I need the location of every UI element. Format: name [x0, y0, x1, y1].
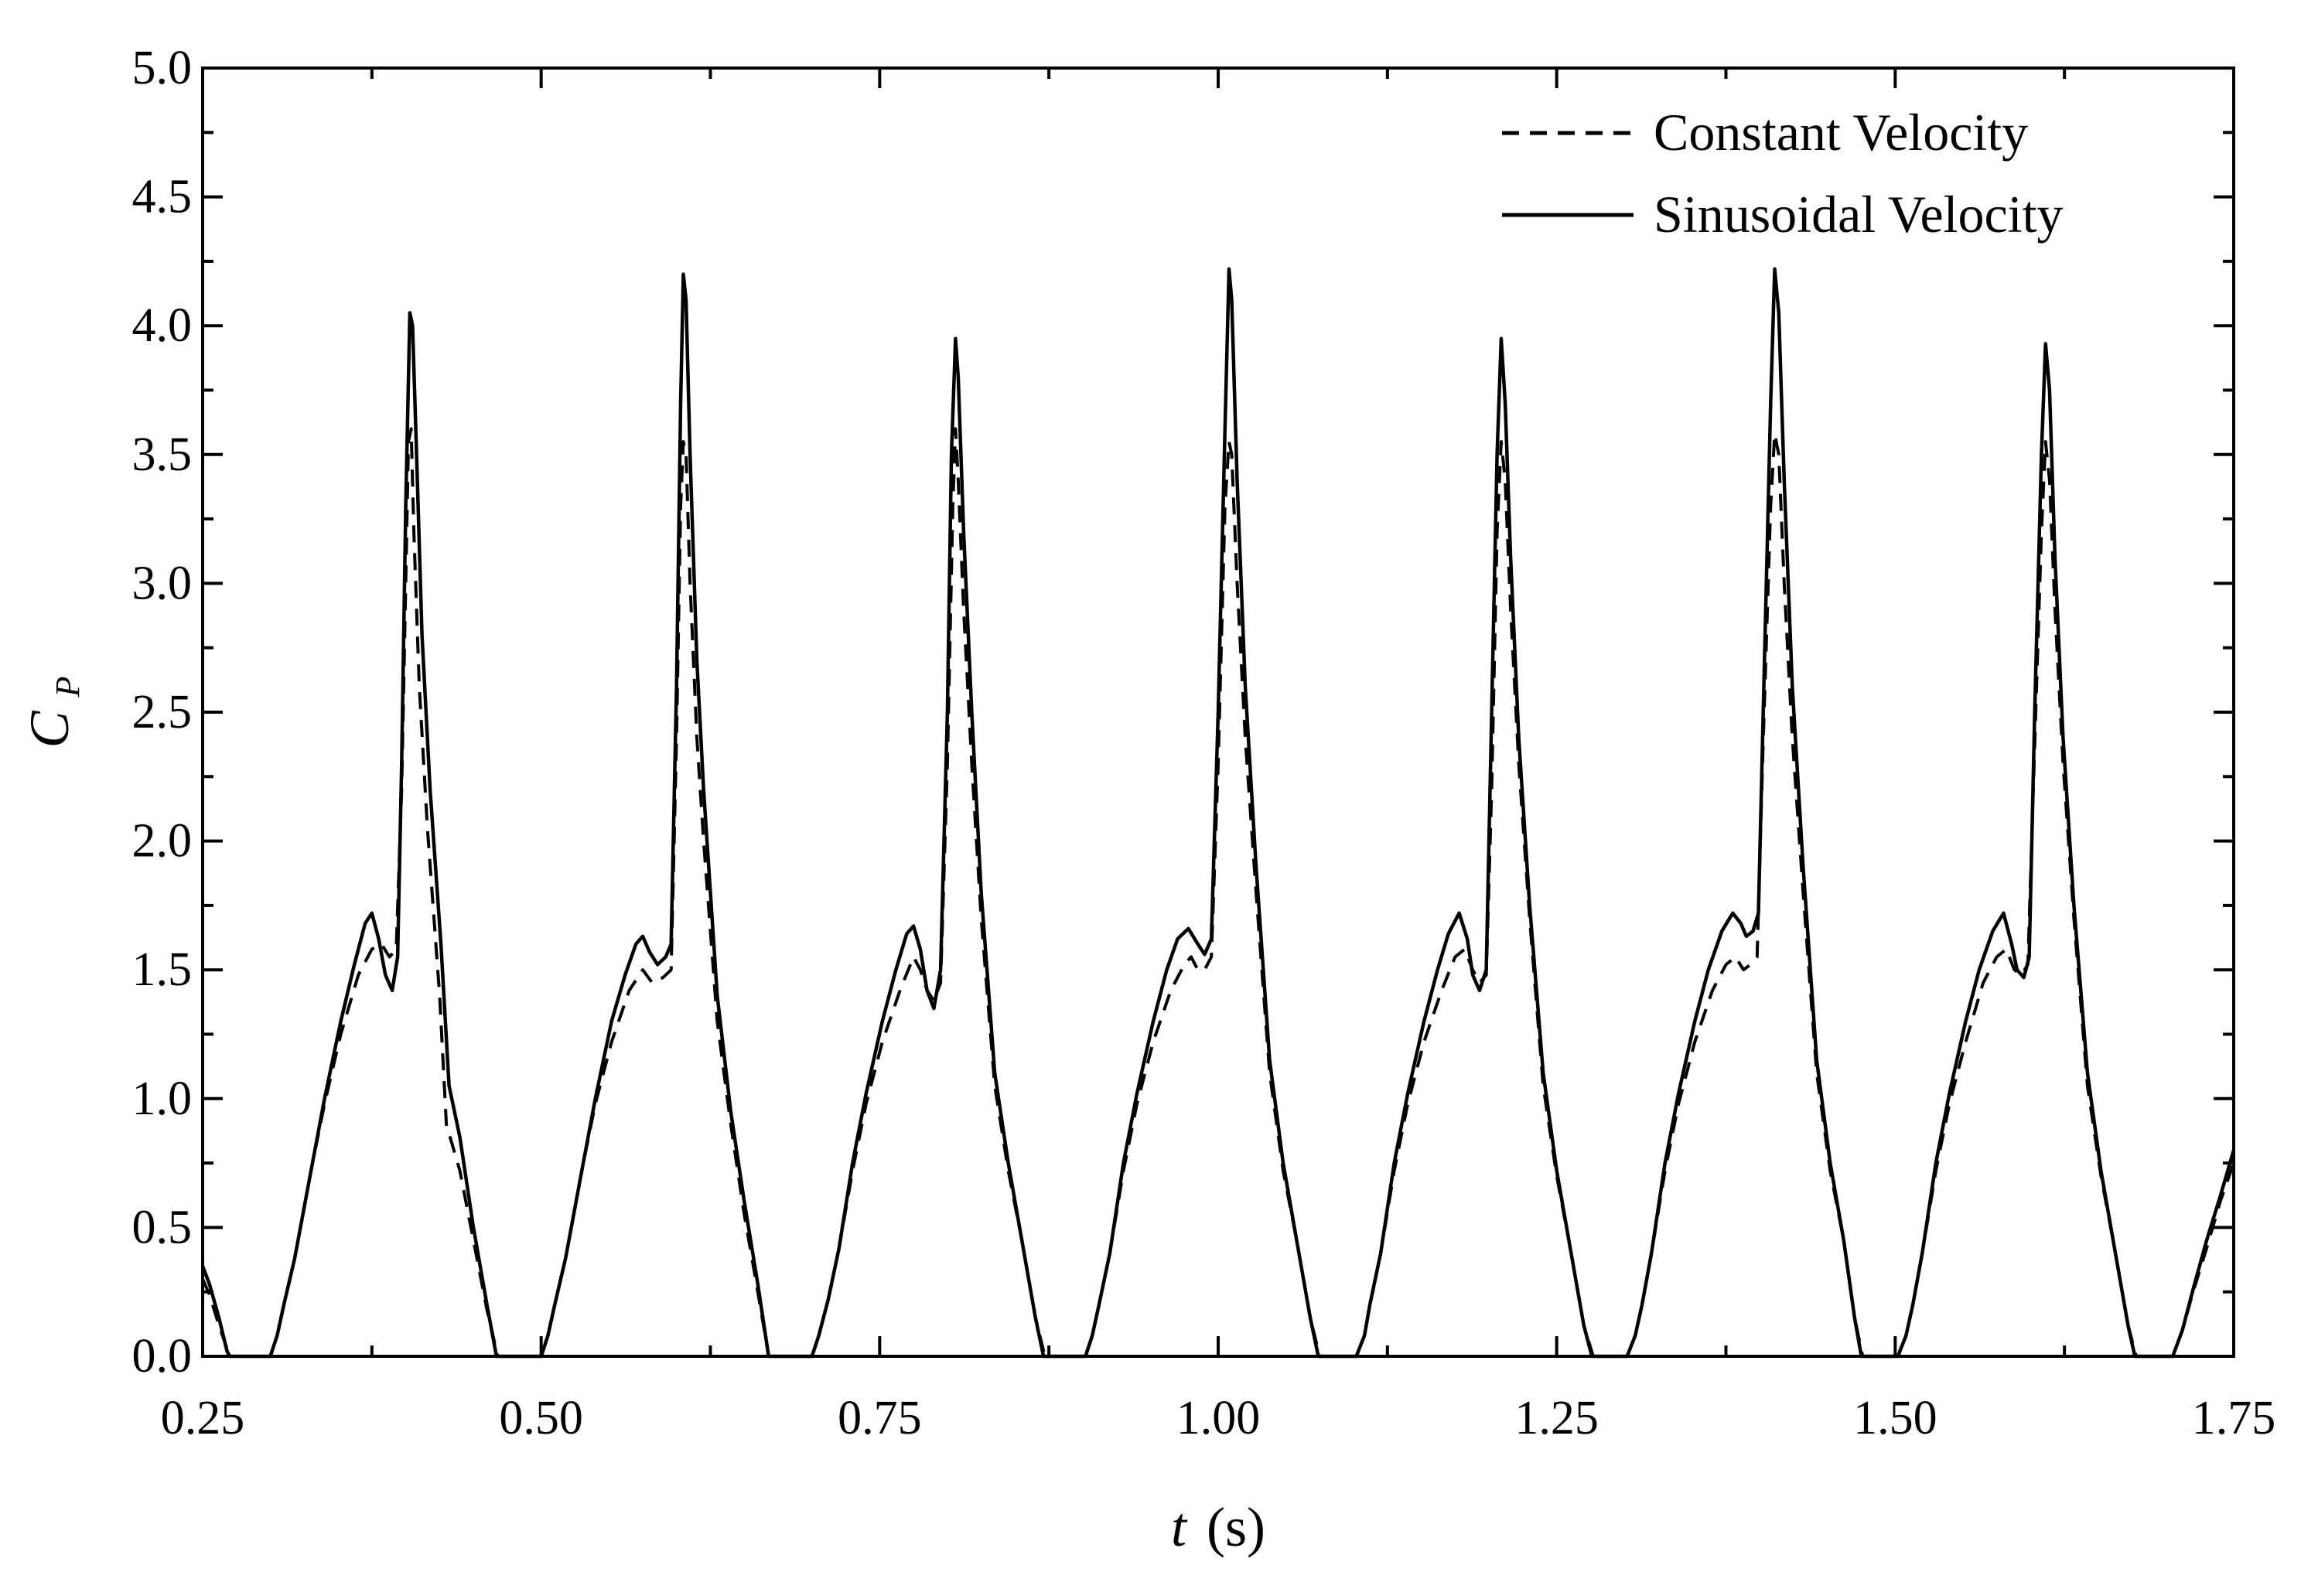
series-group: [200, 267, 2236, 1359]
y-axis-title-sub: P: [49, 677, 87, 698]
legend: Constant Velocity Sinusoidal Velocity: [1502, 103, 2064, 244]
x-tick-label: 1.25: [1514, 1392, 1599, 1444]
y-tick-label: 1.5: [132, 943, 193, 996]
y-tick-label: 1.0: [132, 1073, 193, 1125]
y-tick-label: 4.0: [132, 299, 193, 352]
x-tick-label: 1.00: [1176, 1392, 1261, 1444]
legend-label-constant-velocity: Constant Velocity: [1654, 103, 2028, 162]
y-axis-title-main: C: [19, 710, 80, 748]
y-axis-title-text: C P: [19, 677, 87, 749]
series-line-sinusoidal-velocity: [200, 267, 2236, 1359]
y-tick-label: 0.0: [132, 1330, 193, 1383]
legend-label-sinusoidal-velocity: Sinusoidal Velocity: [1654, 185, 2064, 244]
x-tick-label: 0.75: [838, 1392, 922, 1444]
y-tick-label: 3.5: [132, 428, 193, 481]
y-tick-label: 3.0: [132, 557, 193, 609]
y-tick-label: 4.5: [132, 171, 193, 223]
y-tick-label: 5.0: [132, 42, 193, 94]
x-axis-title: t (s): [1171, 1496, 1265, 1558]
x-tick-label: 1.75: [2192, 1392, 2276, 1444]
x-axis-title-unit: (s): [1207, 1496, 1265, 1558]
y-tick-label: 0.5: [132, 1201, 193, 1253]
y-tick-label: 2.5: [132, 686, 193, 738]
y-axis-title: C P: [19, 677, 87, 749]
x-tick-label: 0.50: [499, 1392, 583, 1444]
x-axis: 0.25 0.50 0.75 1.00 1.25 1.50 1.75: [161, 68, 2276, 1444]
x-tick-label: 0.25: [161, 1392, 245, 1444]
y-tick-label: 2.0: [132, 815, 193, 868]
y-axis: 0.0 0.5 1.0 1.5 2.0 2.5 3.0 3.5 4.0 4.5 5.0: [132, 42, 2234, 1383]
x-axis-title-variable: t: [1171, 1496, 1188, 1558]
x-tick-label: 1.50: [1853, 1392, 1937, 1444]
